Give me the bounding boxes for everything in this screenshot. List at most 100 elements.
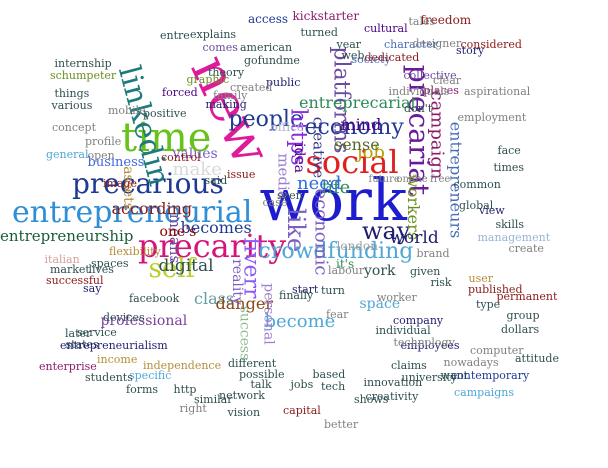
word-office: office — [270, 120, 304, 134]
word-group: group — [506, 308, 540, 322]
word-turned: turned — [300, 25, 338, 39]
word-permanent: permanent — [496, 289, 558, 303]
word-jobs: jobs — [290, 377, 314, 391]
word-based: based — [312, 367, 346, 381]
word-common: common — [453, 177, 501, 191]
word-nowadays: nowadays — [443, 355, 499, 369]
word-precarity: precarity — [138, 227, 287, 265]
word-devices: devices — [103, 310, 145, 324]
word-making: making — [205, 97, 247, 111]
word-freedom: freedom — [420, 13, 472, 27]
word-capital: capital — [283, 403, 321, 417]
word-story: story — [456, 43, 485, 57]
word-designer: designer — [412, 36, 462, 50]
word-specific: specific — [129, 368, 172, 382]
word-similar: similar — [194, 392, 233, 406]
word-explains: explains — [190, 27, 237, 41]
word-entrepreneurship: entrepreneurship — [0, 226, 134, 245]
word-internship: internship — [54, 56, 112, 70]
word-web: web — [341, 48, 365, 62]
word-innovation: innovation — [363, 375, 423, 389]
word-user: user — [468, 271, 494, 285]
word-start: start — [292, 282, 319, 296]
word-cultural: cultural — [364, 21, 408, 35]
word-management: management — [477, 230, 551, 244]
word-american: american — [240, 40, 293, 54]
word-theory: theory — [208, 65, 245, 79]
word-economy: economy — [304, 115, 404, 140]
word-tales: tales — [408, 14, 436, 28]
word-general: general — [46, 147, 89, 161]
word-technology: technology — [393, 335, 455, 349]
word-gofundme: gofundme — [244, 53, 300, 67]
word-created: created — [230, 80, 273, 94]
word-business: business — [87, 154, 145, 170]
word-entrepreneurialism: entrepreneurialism — [60, 338, 168, 352]
word-finally: finally — [279, 288, 314, 302]
word-right: right — [179, 401, 207, 415]
word-type: type — [476, 297, 501, 311]
word-make: make — [172, 159, 222, 180]
word-spaces: spaces — [91, 256, 129, 270]
word-later: later — [65, 326, 92, 340]
word-self: self — [148, 254, 196, 284]
word-don-t: don't — [404, 101, 433, 115]
word-character: character — [384, 37, 438, 51]
word-creativity: creativity — [365, 389, 419, 403]
word-want: want — [440, 368, 468, 382]
word-people: people — [228, 107, 304, 132]
word-personal: personal — [260, 283, 277, 345]
word-network: network — [219, 388, 265, 402]
word-family: family — [213, 88, 248, 102]
word-successful: successful — [46, 273, 104, 287]
word-public: public — [266, 75, 301, 89]
word-future: future — [368, 174, 400, 185]
word-crowdfunding: crowdfunding — [258, 239, 414, 264]
word-it-s: it's — [336, 257, 355, 271]
word-profile: profile — [85, 134, 122, 148]
word-income: income — [97, 352, 138, 366]
word-service: service — [77, 325, 117, 339]
word-class: class — [194, 289, 235, 308]
word-seen: seen — [277, 188, 303, 202]
word-labour: labour — [328, 263, 365, 277]
word-professional: professional — [100, 313, 188, 329]
word-possible: possible — [239, 367, 285, 381]
word-london: london — [336, 239, 378, 253]
word-way: way — [362, 217, 411, 245]
word-positive: positive — [143, 106, 187, 120]
word-concept: concept — [52, 120, 96, 134]
word-creative: creative — [309, 116, 328, 178]
word-things: things — [54, 86, 90, 100]
word-society: society — [351, 52, 391, 66]
word-places: places — [423, 83, 459, 97]
word-according: according — [111, 199, 193, 218]
word-values: values — [172, 146, 218, 162]
word-one-s: one's — [159, 224, 197, 240]
word-fear: fear — [326, 307, 349, 321]
word-clear: clear — [433, 73, 462, 87]
word-various: various — [51, 98, 93, 112]
word-york: york — [364, 263, 396, 279]
word-vision: vision — [227, 405, 261, 419]
word-contemporary: contemporary — [451, 368, 530, 382]
word-published: published — [468, 282, 523, 296]
word-free: free — [430, 174, 451, 185]
word-image: image — [103, 176, 138, 190]
word-danger: danger — [215, 294, 273, 313]
word-said: said — [204, 173, 228, 187]
word-worker: worker — [377, 290, 417, 304]
word-facebook: facebook — [129, 291, 180, 305]
word-kickstarter: kickstarter — [292, 9, 360, 23]
word-need: need — [297, 173, 342, 194]
word-times: times — [493, 160, 525, 174]
word-shows: shows — [354, 392, 389, 406]
word-aspirational: aspirational — [464, 84, 531, 98]
word-talk: talk — [250, 377, 272, 391]
word-idea: idea — [291, 142, 308, 174]
word-entrepreneurial: entrepreneurial — [12, 195, 253, 230]
word-flexibility: flexibility — [109, 244, 161, 258]
word-control: control — [161, 150, 201, 164]
word-reality: reality — [228, 259, 245, 305]
word-mobile: mobile — [108, 103, 146, 117]
